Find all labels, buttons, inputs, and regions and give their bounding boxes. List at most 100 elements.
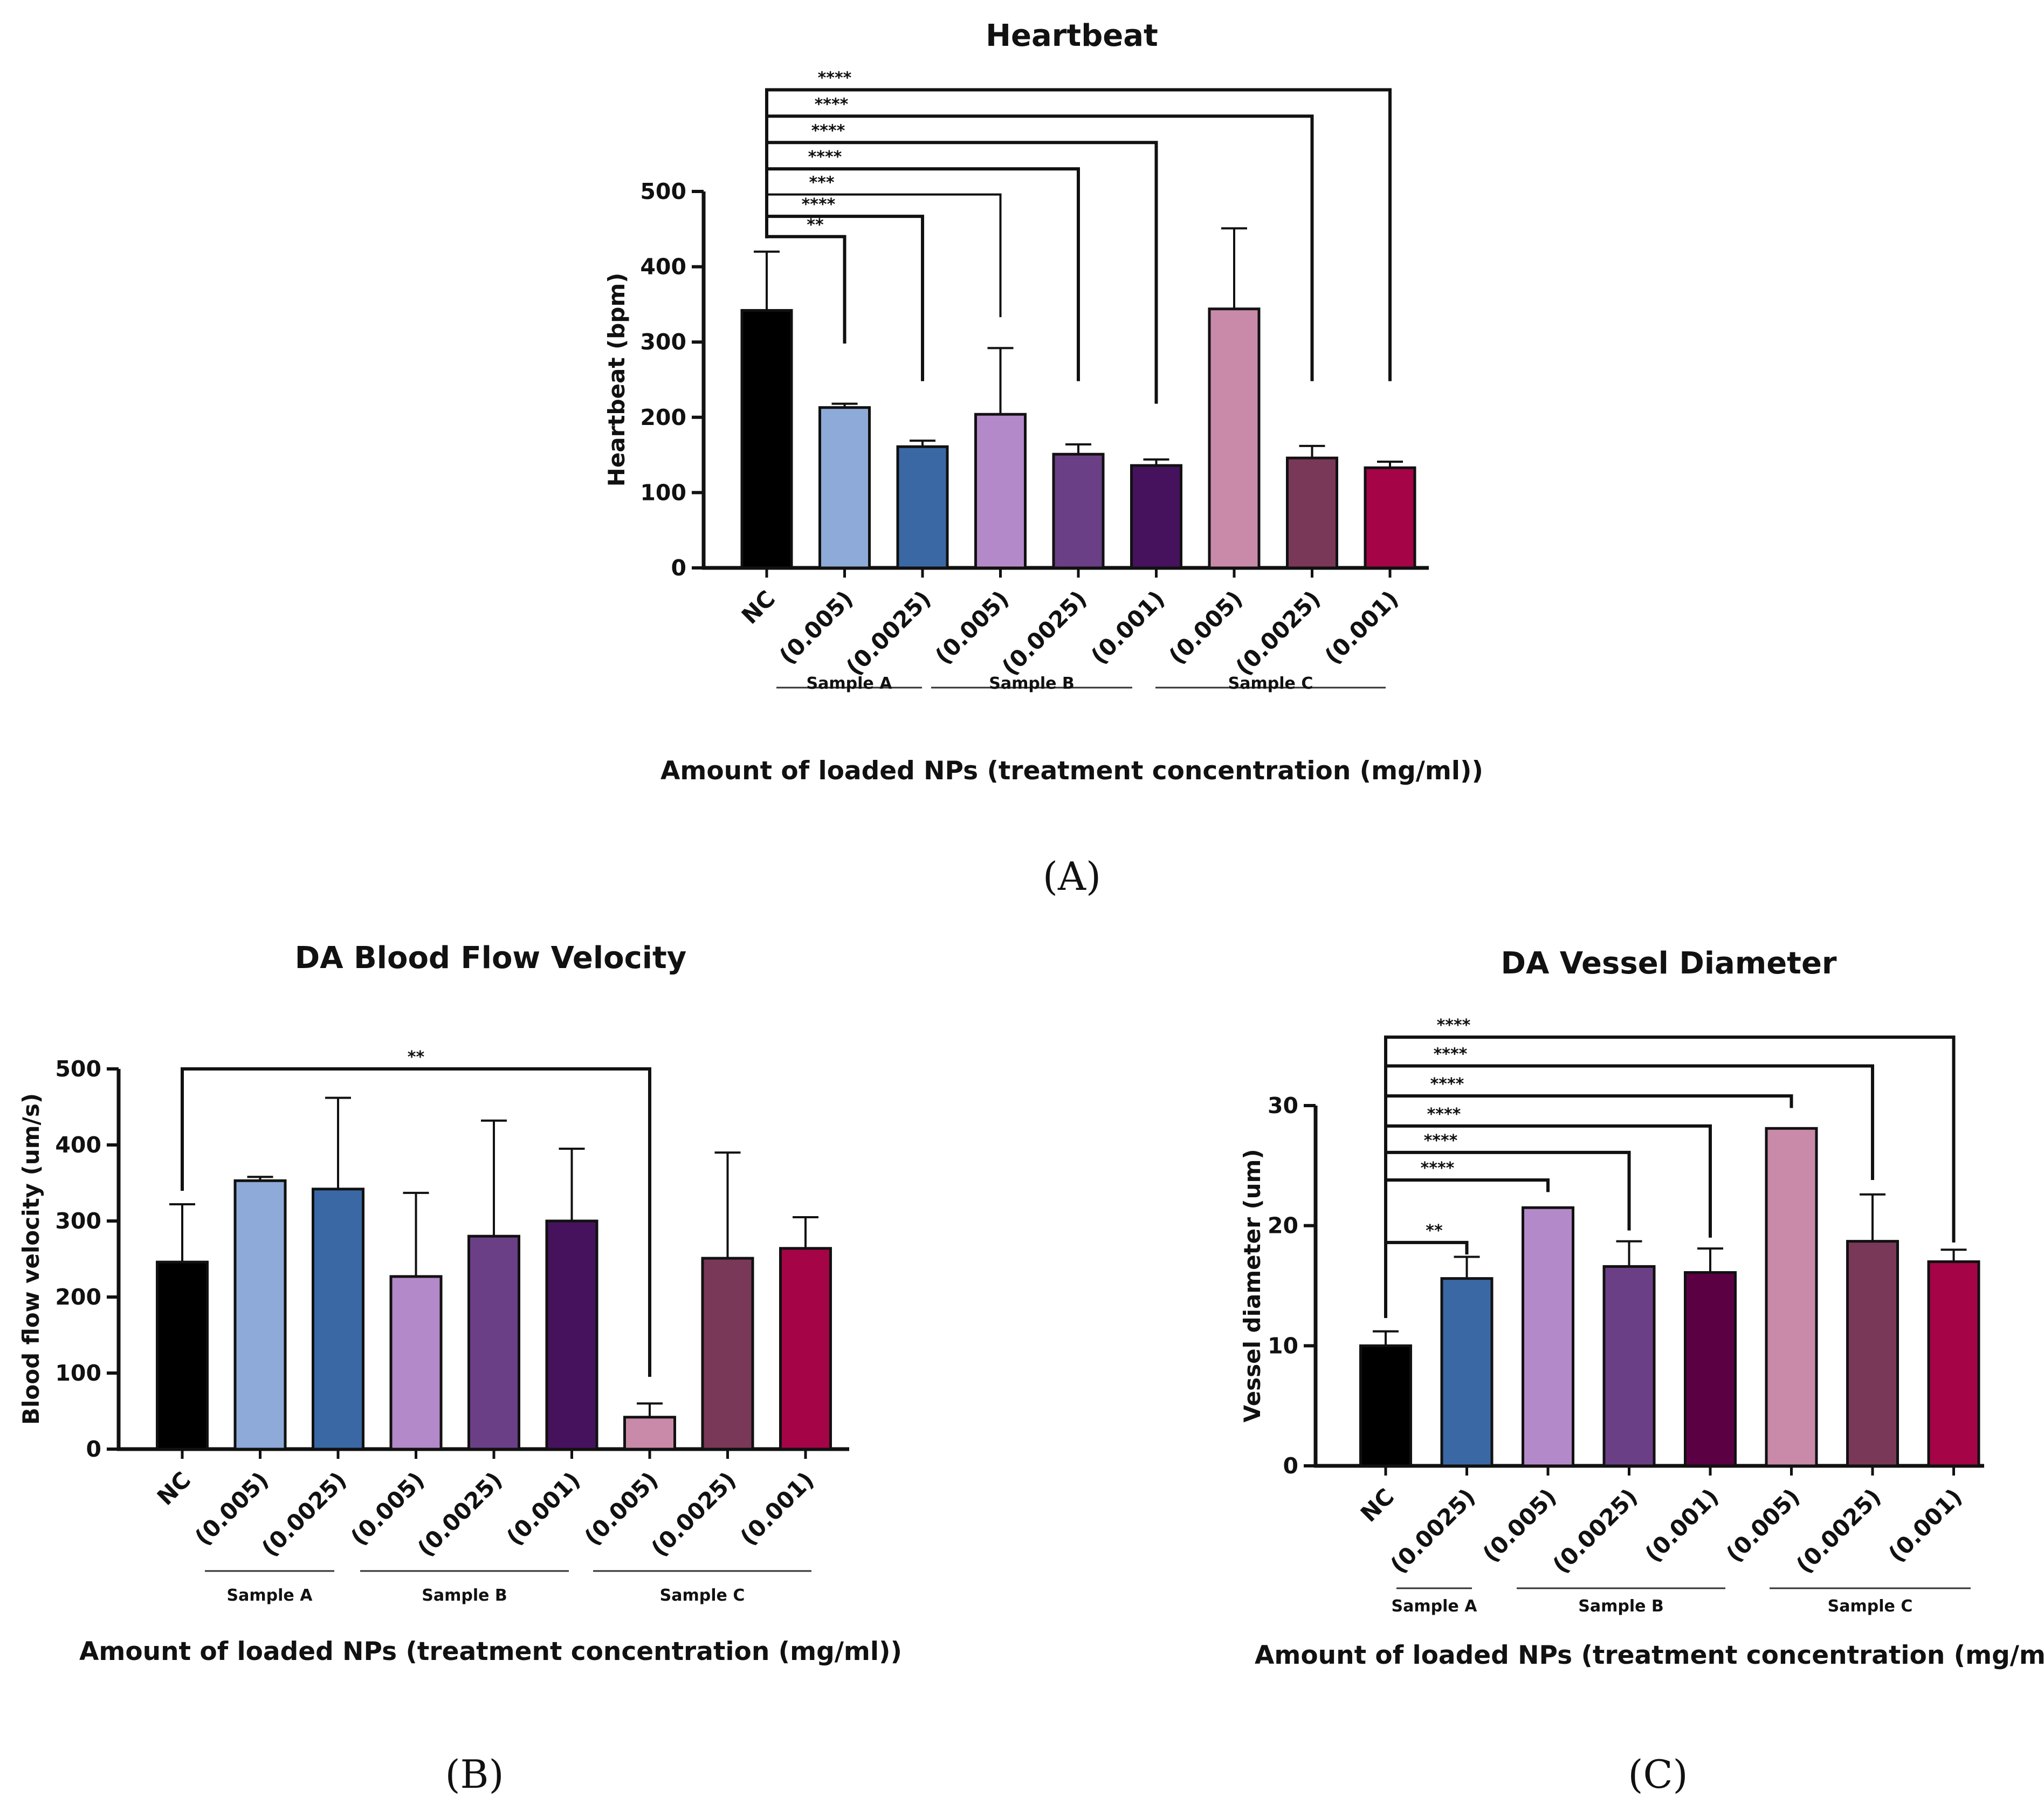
category-label: (0.001) xyxy=(1640,1483,1724,1567)
chart-title: DA Vessel Diameter xyxy=(1501,946,1836,981)
significance-bracket xyxy=(1384,1035,1956,1318)
significance-label: **** xyxy=(1424,1131,1458,1150)
y-tick-label: 10 xyxy=(1268,1333,1298,1359)
bar xyxy=(1927,1260,1980,1467)
significance-label: **** xyxy=(818,69,852,88)
category-label: (0.001) xyxy=(1086,585,1170,669)
bar xyxy=(896,445,949,570)
y-axis-label: Vessel diameter (um) xyxy=(1239,1149,1265,1422)
group-label: Sample C xyxy=(1828,1597,1913,1616)
category-label: (0.0025) xyxy=(1385,1483,1480,1578)
bar xyxy=(974,413,1027,570)
category-label: (0.001) xyxy=(1319,585,1403,669)
category-label: (0.001) xyxy=(1883,1483,1967,1567)
panel-label: (C) xyxy=(1628,1752,1688,1797)
group-label: Sample A xyxy=(227,1586,313,1605)
category-label: (0.001) xyxy=(501,1466,586,1551)
category-label: (0.0025) xyxy=(1547,1483,1642,1578)
chart-title: DA Blood Flow Velocity xyxy=(295,941,686,976)
category-label: (0.001) xyxy=(735,1466,819,1551)
significance-bracket xyxy=(765,88,1392,381)
y-tick-label: 500 xyxy=(640,179,686,204)
category-label: (0.0025) xyxy=(841,585,936,680)
bar xyxy=(1052,452,1105,570)
panel-label: (B) xyxy=(445,1752,504,1797)
panel-label: (A) xyxy=(1043,854,1101,899)
significance-label: **** xyxy=(808,148,842,167)
y-axis-label: Heartbeat (bpm) xyxy=(603,273,630,487)
bar xyxy=(623,1416,676,1451)
bar xyxy=(1522,1206,1574,1467)
bar xyxy=(1286,456,1338,570)
significance-label: **** xyxy=(1430,1075,1464,1094)
significance-label: ** xyxy=(1426,1222,1443,1240)
category-label: (0.0025) xyxy=(412,1466,507,1561)
bar xyxy=(1440,1277,1494,1467)
x-axis-label: Amount of loaded NPs (treatment concentr… xyxy=(660,756,1483,786)
vessel-diameter-chart: DA Vessel Diameter 0 10 20 30 Vessel diameter… xyxy=(1239,946,2044,1797)
y-tick-label: 200 xyxy=(55,1284,101,1310)
category-label: (0.0025) xyxy=(257,1466,352,1561)
x-axis-label: Amount of loaded NPs (treatment concentr… xyxy=(1255,1641,2044,1670)
group-label: Sample C xyxy=(1228,674,1313,693)
category-label: (0.0025) xyxy=(1791,1483,1886,1578)
y-tick-label: 30 xyxy=(1268,1093,1298,1119)
group-label: Sample A xyxy=(1392,1597,1478,1616)
group-label: Sample B xyxy=(1578,1597,1664,1616)
bar xyxy=(1846,1240,1899,1467)
bar xyxy=(779,1247,832,1451)
bar xyxy=(701,1257,754,1451)
y-tick-label: 0 xyxy=(86,1436,101,1462)
group-label: Sample B xyxy=(989,674,1075,693)
bar xyxy=(740,309,793,570)
bar xyxy=(389,1275,443,1451)
y-tick-label: 100 xyxy=(640,479,686,505)
blood-flow-velocity-chart: DA Blood Flow Velocity 0 100 200 300 400 500 Bl… xyxy=(18,941,902,1797)
significance-bracket xyxy=(181,1067,651,1377)
significance-label: **** xyxy=(811,121,845,140)
category-label: (0.005) xyxy=(1477,1483,1561,1567)
category-label: NC xyxy=(737,585,780,629)
y-tick-label: 300 xyxy=(640,329,686,355)
y-tick-label: 400 xyxy=(55,1132,101,1158)
bar xyxy=(233,1179,287,1451)
significance-label: ** xyxy=(408,1048,425,1067)
bar xyxy=(156,1260,209,1451)
y-tick-label: 0 xyxy=(1283,1453,1298,1479)
x-axis-label: Amount of loaded NPs (treatment concentr… xyxy=(79,1637,902,1666)
significance-label: **** xyxy=(802,195,836,214)
y-tick-label: 0 xyxy=(671,555,686,581)
bar xyxy=(1208,307,1261,570)
group-label: Sample B xyxy=(422,1586,507,1605)
bar xyxy=(312,1188,364,1451)
significance-label: **** xyxy=(1421,1159,1455,1178)
bar xyxy=(818,406,871,570)
significance-label: **** xyxy=(1434,1045,1468,1064)
chart-title: Heartbeat xyxy=(986,18,1158,53)
significance-label: ** xyxy=(807,216,824,235)
significance-label: **** xyxy=(815,95,849,114)
bar xyxy=(1602,1265,1656,1467)
bar xyxy=(1765,1127,1818,1467)
y-tick-label: 20 xyxy=(1268,1213,1298,1239)
bar xyxy=(1130,464,1182,570)
significance-label: **** xyxy=(1427,1105,1461,1124)
category-label: NC xyxy=(1355,1483,1399,1527)
bar xyxy=(1359,1344,1412,1467)
bar xyxy=(1364,466,1416,570)
bar xyxy=(1684,1271,1737,1467)
category-label: (0.0025) xyxy=(997,585,1092,680)
y-axis-label: Blood flow velocity (um/s) xyxy=(18,1093,44,1425)
category-label: (0.0025) xyxy=(1230,585,1325,680)
heartbeat-chart: Heartbeat 0 100 200 300 400 500 Heartbeat (bpm)… xyxy=(603,18,1483,899)
y-tick-label: 200 xyxy=(640,404,686,430)
category-label: (0.005) xyxy=(1721,1483,1805,1567)
significance-label: **** xyxy=(1437,1016,1471,1035)
y-tick-label: 300 xyxy=(55,1208,101,1234)
significance-label: *** xyxy=(809,174,834,193)
bar xyxy=(467,1234,520,1451)
category-label: NC xyxy=(152,1466,196,1510)
y-tick-label: 100 xyxy=(55,1360,101,1386)
group-label: Sample A xyxy=(807,674,893,693)
